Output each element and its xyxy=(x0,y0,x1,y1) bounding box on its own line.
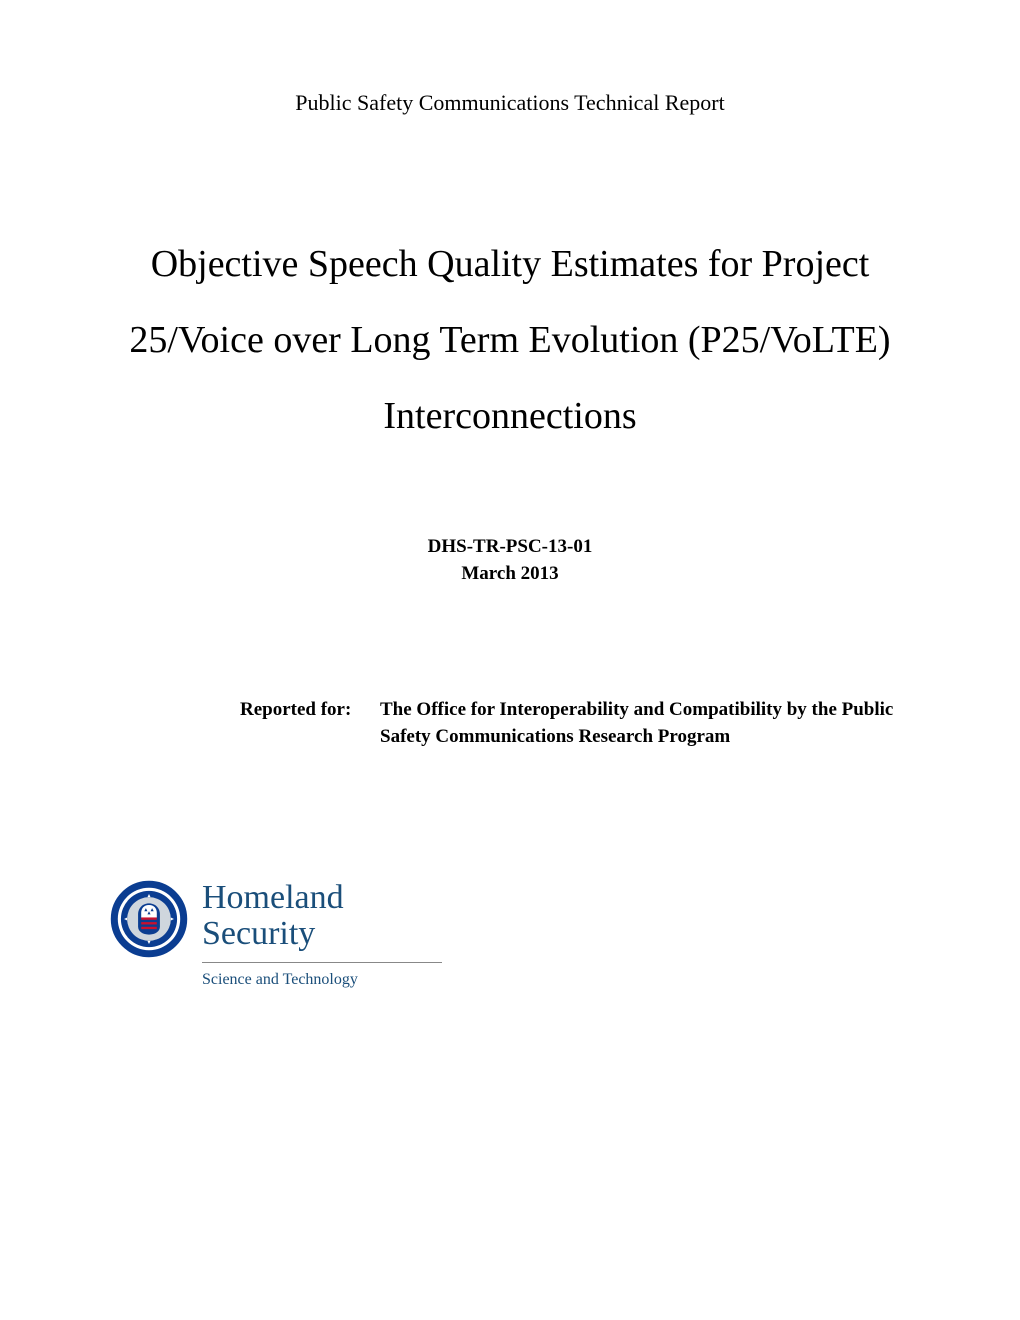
report-date: March 2013 xyxy=(100,561,920,588)
document-title: Objective Speech Quality Estimates for P… xyxy=(100,226,920,454)
dhs-logo-text: Homeland Security Science and Technology xyxy=(202,880,442,988)
reported-for-label: Reported for: xyxy=(240,697,380,750)
report-code-block: DHS-TR-PSC-13-01 March 2013 xyxy=(100,534,920,587)
reported-for-block: Reported for: The Office for Interoperab… xyxy=(100,697,920,750)
report-code: DHS-TR-PSC-13-01 xyxy=(100,534,920,561)
dhs-logo-title-line2: Security xyxy=(202,916,442,952)
dhs-logo-divider xyxy=(202,962,442,963)
reported-for-value: The Office for Interoperability and Comp… xyxy=(380,697,920,750)
dhs-seal-icon xyxy=(110,880,188,958)
dhs-logo-title-line1: Homeland xyxy=(202,880,442,916)
header-subtitle: Public Safety Communications Technical R… xyxy=(100,90,920,116)
dhs-logo-block: Homeland Security Science and Technology xyxy=(100,880,920,988)
dhs-logo-subtitle: Science and Technology xyxy=(202,971,442,989)
